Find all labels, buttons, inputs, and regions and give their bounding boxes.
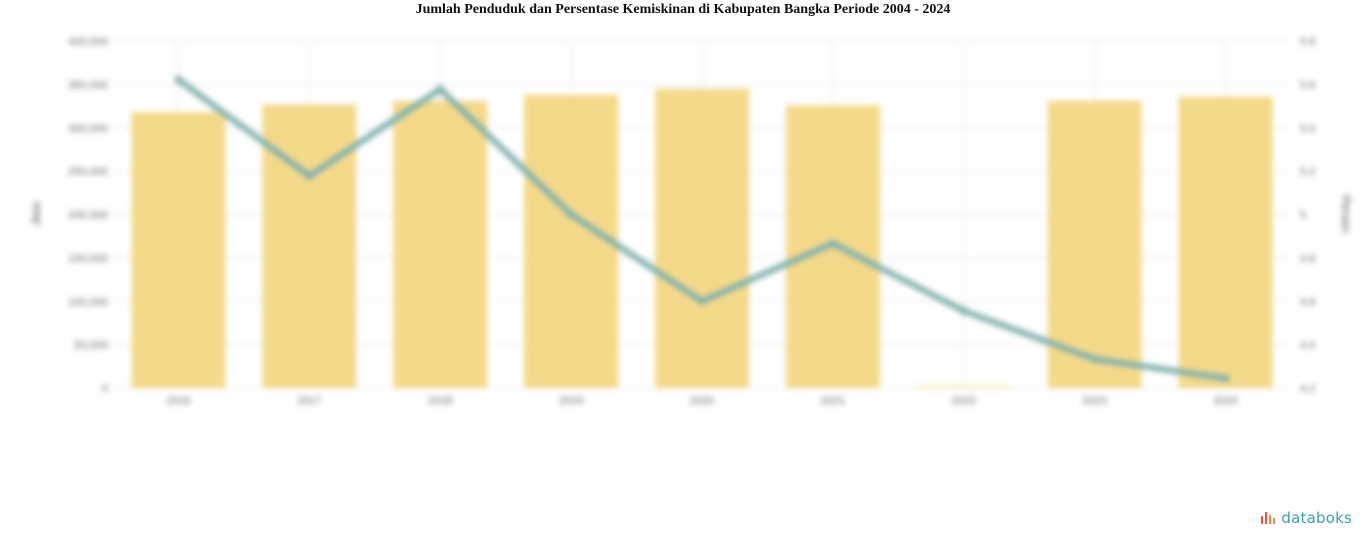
y-right-tick-label: 4.2 [1300, 383, 1315, 395]
line-point [436, 85, 445, 94]
line-point [567, 210, 576, 219]
y-left-tick-label: 0 [102, 383, 108, 395]
y-left-tick-label: 350,000 [68, 79, 108, 91]
x-tick-label: 2023 [1082, 395, 1106, 407]
x-tick-label: 2020 [690, 395, 714, 407]
y-left-axis-title: Jiwa [29, 202, 43, 226]
brand-name: databoks [1281, 509, 1352, 527]
y-left-tick-label: 250,000 [68, 166, 108, 178]
x-tick-label: 2016 [166, 395, 190, 407]
bar [524, 94, 619, 388]
y-left-tick-label: 100,000 [68, 296, 108, 308]
y-right-axis-title: Persen [1339, 195, 1353, 233]
bar [916, 386, 1011, 388]
chart-title: Jumlah Penduduk dan Persentase Kemiskina… [415, 2, 951, 17]
y-left-tick-label: 200,000 [68, 210, 108, 222]
chart-body: 400,000 5.8 350,000 5.6 300,000 5.4 250,000 5.2… [29, 36, 1353, 407]
y-right-tick-label: 5.6 [1300, 79, 1315, 91]
x-tick-label: 2021 [821, 395, 845, 407]
tick-labels: 400,000 5.8 350,000 5.6 300,000 5.4 250,000 5.2… [68, 36, 1315, 407]
y-left-tick-label: 50,000 [74, 340, 108, 352]
x-tick-label: 2017 [297, 395, 321, 407]
y-right-tick-label: 5.4 [1300, 123, 1315, 135]
y-right-tick-label: 5.2 [1300, 166, 1315, 178]
line-point [1090, 355, 1099, 364]
bar [1178, 96, 1273, 389]
x-tick-label: 2019 [559, 395, 583, 407]
y-left-tick-label: 300,000 [68, 123, 108, 135]
brand-logo: databoks [1260, 509, 1352, 527]
line-point [828, 239, 837, 248]
y-left-tick-label: 150,000 [68, 253, 108, 265]
x-tick-label: 2018 [428, 395, 452, 407]
x-tick-label: 2024 [1213, 395, 1237, 407]
y-left-tick-label: 400,000 [68, 36, 108, 48]
bar [131, 112, 226, 388]
line-point [698, 297, 706, 306]
line-point [959, 306, 968, 315]
bar-series [131, 88, 1273, 389]
bar [1047, 100, 1142, 389]
line-point [174, 75, 183, 84]
y-right-tick-label: 4.6 [1300, 296, 1315, 308]
databoks-icon [1261, 512, 1276, 524]
x-tick-label: 2022 [952, 395, 976, 407]
bar [262, 104, 357, 388]
line-series [174, 75, 1230, 383]
y-right-tick-label: 4.8 [1300, 253, 1315, 265]
line-point [305, 171, 314, 180]
bar [393, 100, 488, 389]
y-right-tick-label: 4.4 [1300, 340, 1315, 352]
y-right-tick-label: 5.8 [1300, 36, 1315, 48]
bar [655, 88, 749, 389]
y-right-tick-label: 5 [1300, 210, 1306, 222]
line-point [1221, 374, 1230, 383]
